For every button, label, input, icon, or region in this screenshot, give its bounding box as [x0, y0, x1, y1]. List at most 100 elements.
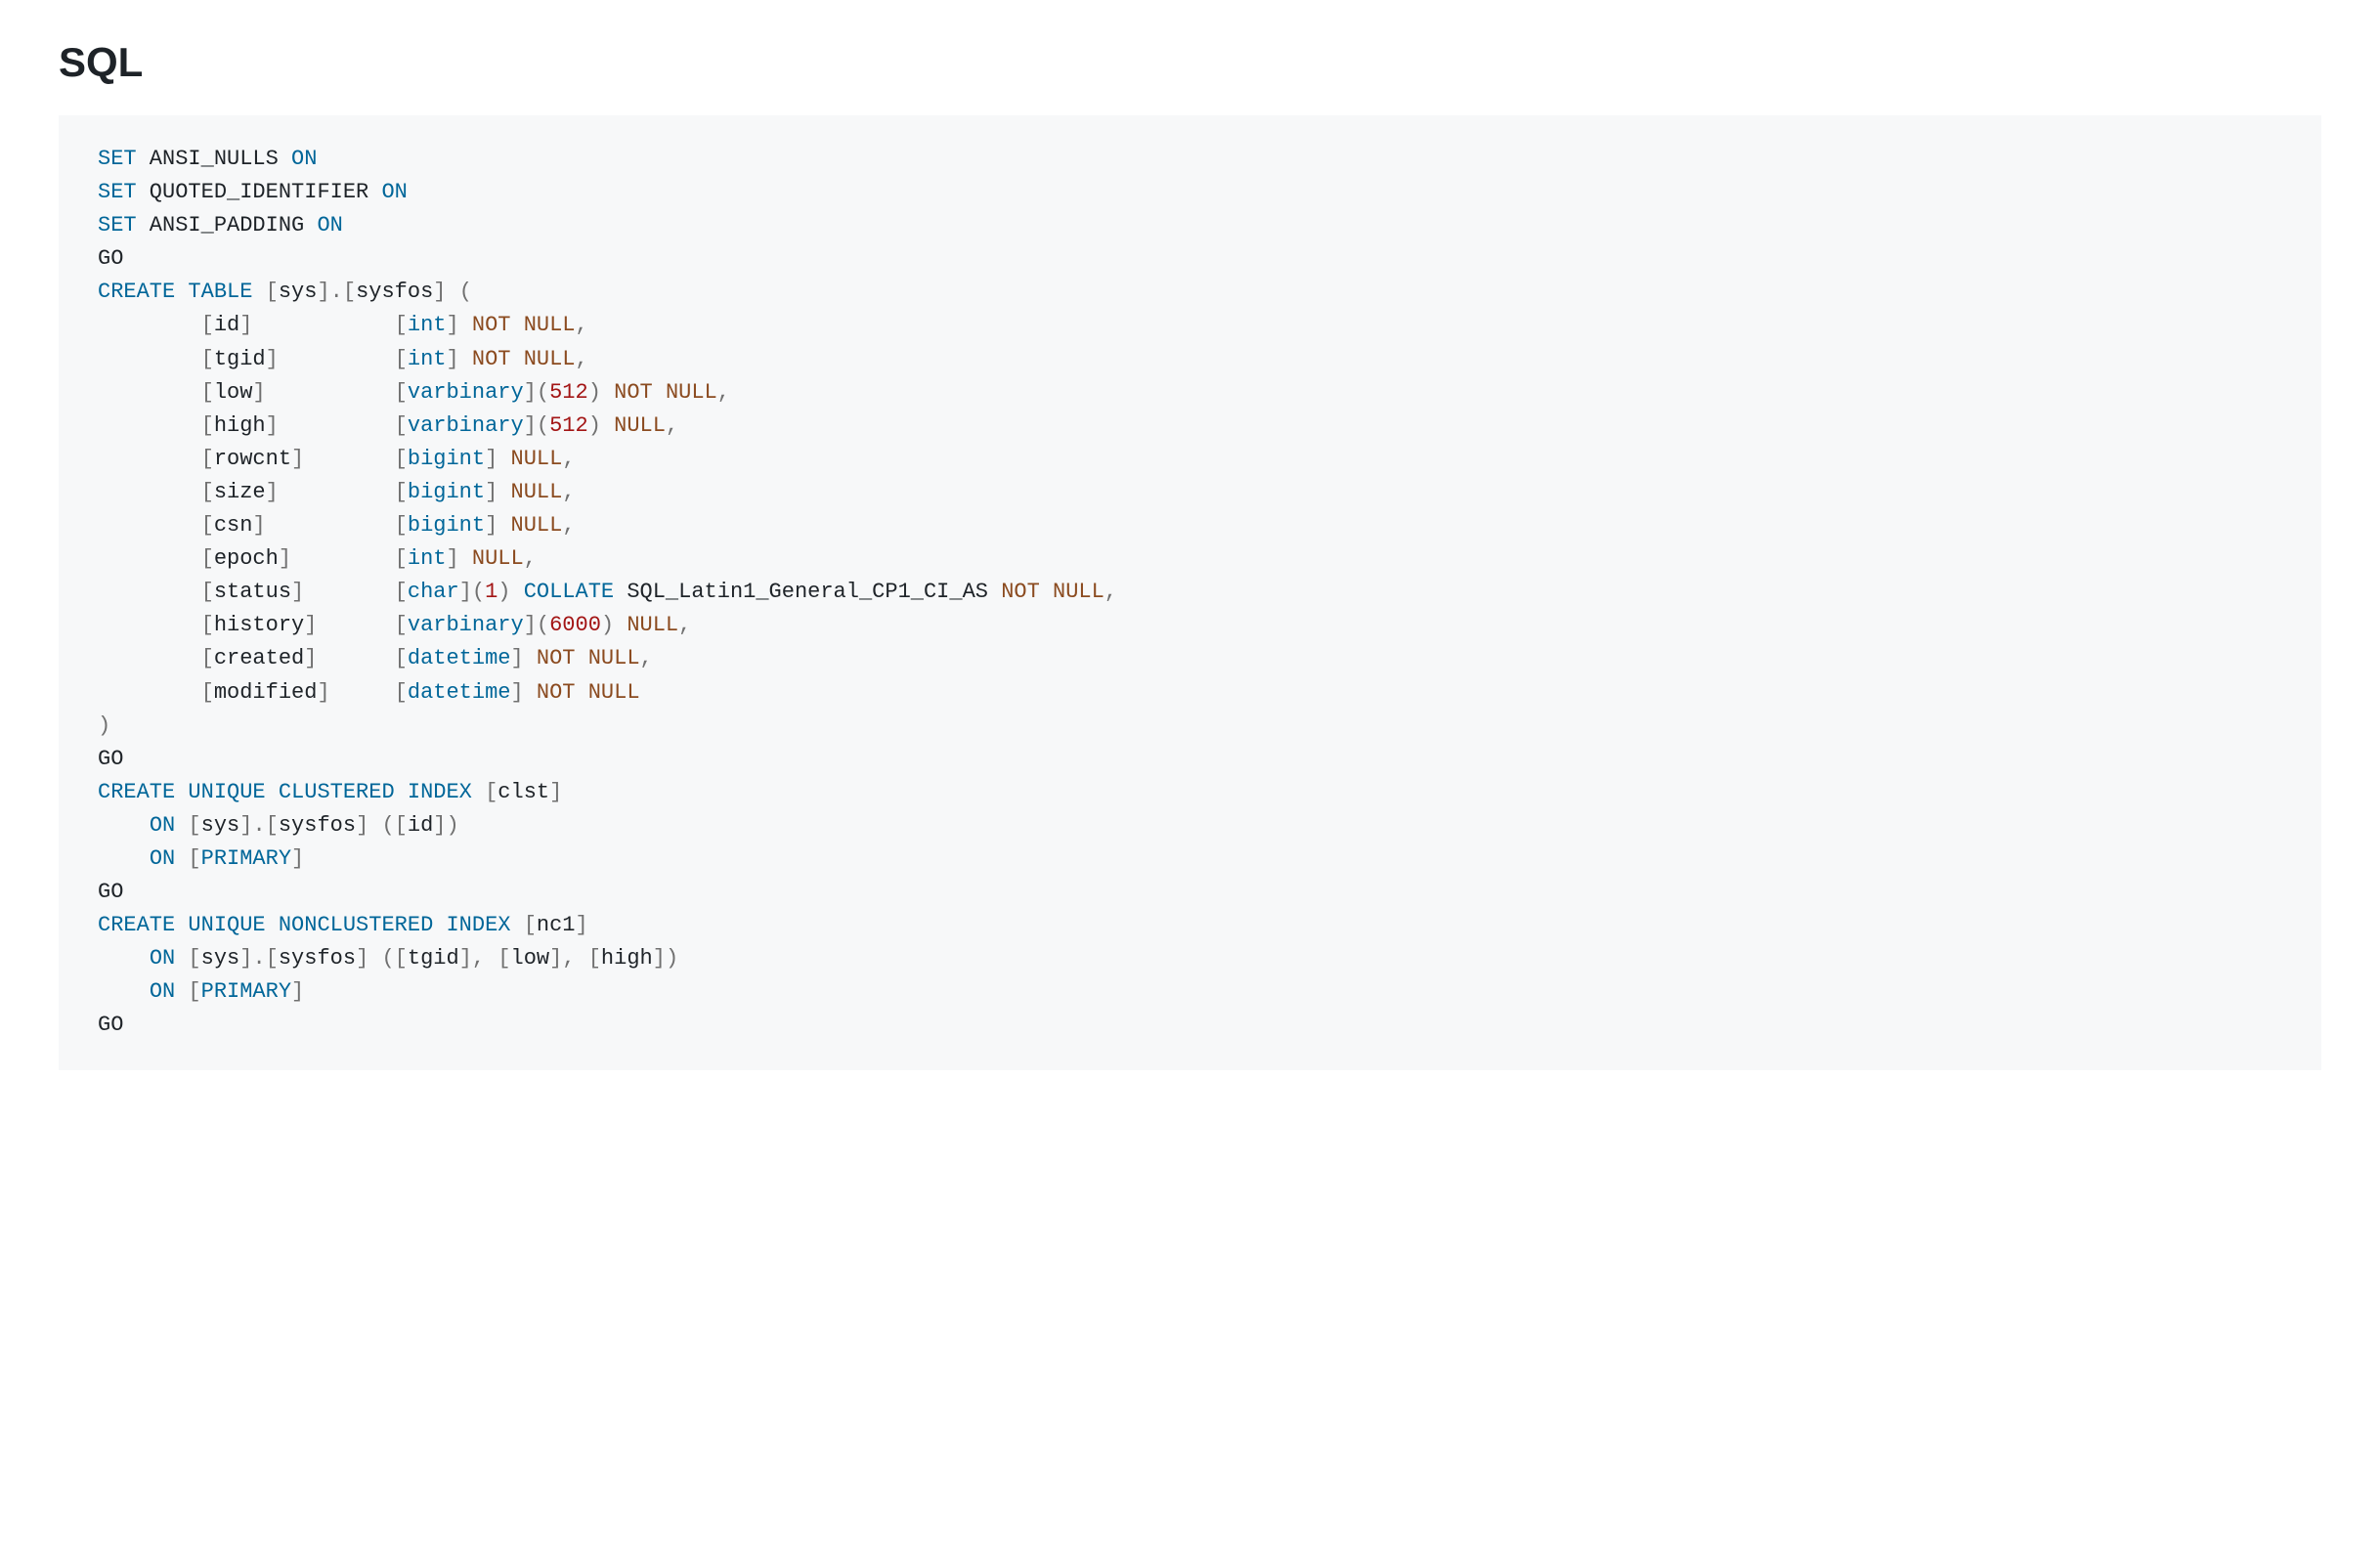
code-token: ] [511, 680, 524, 705]
code-token [317, 646, 394, 670]
code-token: , [562, 447, 575, 471]
code-token: 512 [549, 413, 588, 438]
code-token: modified [214, 680, 318, 705]
code-token: history [214, 613, 304, 637]
code-token: ] [279, 546, 291, 571]
code-token: NOT [472, 347, 511, 371]
code-token: sys [201, 946, 240, 971]
code-token: ] [524, 413, 537, 438]
code-token: NOT [472, 313, 511, 337]
code-token: SET [98, 213, 137, 238]
code-token: ( [537, 413, 549, 438]
code-token: ) [98, 713, 110, 738]
code-token [395, 780, 408, 804]
code-token: ] [291, 580, 304, 604]
code-token: , [576, 313, 588, 337]
sql-code-block[interactable]: SET ANSI_NULLS ON SET QUOTED_IDENTIFIER … [59, 115, 2321, 1070]
code-token: sysfos [279, 946, 356, 971]
code-token: ) [498, 580, 510, 604]
code-token: NOT [537, 646, 576, 670]
code-token: [ [395, 946, 408, 971]
code-token: ] [239, 813, 252, 838]
code-token [175, 846, 188, 871]
code-token: [ [266, 813, 279, 838]
code-token: INDEX [408, 780, 472, 804]
code-token [98, 447, 201, 471]
code-token: NULL [511, 447, 563, 471]
code-token: COLLATE [524, 580, 614, 604]
code-token: int [408, 546, 447, 571]
code-token: ] [576, 913, 588, 937]
code-token [576, 646, 588, 670]
code-token: ) [601, 613, 614, 637]
code-token: [ [201, 347, 214, 371]
code-token [614, 613, 627, 637]
code-token: ] [239, 313, 252, 337]
code-token: bigint [408, 480, 485, 504]
code-token: [ [201, 480, 214, 504]
code-token: [ [395, 413, 408, 438]
code-token: SQL_Latin1_General_CP1_CI_AS [614, 580, 1001, 604]
code-token: . [252, 946, 265, 971]
code-token: [ [395, 580, 408, 604]
code-token: UNIQUE [188, 780, 265, 804]
code-token: ON [150, 946, 175, 971]
code-token: clst [498, 780, 549, 804]
code-token: NULL [472, 546, 524, 571]
code-token [98, 546, 201, 571]
code-token [98, 979, 150, 1004]
code-token: [ [395, 513, 408, 538]
code-token: SET [98, 147, 137, 171]
code-token: [ [201, 680, 214, 705]
code-token: 6000 [549, 613, 601, 637]
code-token: GO [98, 880, 123, 904]
code-token: ] [317, 680, 329, 705]
code-token: ] [356, 946, 368, 971]
code-token: [ [201, 580, 214, 604]
code-token [524, 680, 537, 705]
code-token [98, 480, 201, 504]
code-token [368, 946, 381, 971]
code-token: epoch [214, 546, 279, 571]
code-token: ] [433, 813, 446, 838]
code-token: [ [485, 780, 498, 804]
code-token: ( [472, 580, 485, 604]
code-token: varbinary [408, 380, 524, 405]
code-token: created [214, 646, 304, 670]
code-token: [ [201, 380, 214, 405]
page-title: SQL [59, 39, 2321, 86]
code-token: NULL [614, 413, 666, 438]
code-token: [ [188, 846, 200, 871]
code-token [498, 513, 510, 538]
code-token: ] [266, 413, 279, 438]
code-token [485, 946, 498, 971]
code-token: ] [266, 480, 279, 504]
code-token: ( [459, 280, 472, 304]
code-token: , [562, 480, 575, 504]
code-token [98, 613, 201, 637]
code-token: ] [291, 979, 304, 1004]
code-token: [ [188, 946, 200, 971]
code-token: NOT [1001, 580, 1040, 604]
code-token [498, 447, 510, 471]
code-token [98, 646, 201, 670]
code-token [98, 680, 201, 705]
code-token: bigint [408, 513, 485, 538]
code-token: ] [291, 447, 304, 471]
code-token: ] [485, 447, 498, 471]
code-token: NONCLUSTERED [279, 913, 433, 937]
code-token: [ [395, 313, 408, 337]
code-token: [ [201, 646, 214, 670]
code-token: char [408, 580, 459, 604]
code-token: ] [252, 513, 265, 538]
code-token: NULL [1053, 580, 1104, 604]
code-token: NULL [588, 680, 640, 705]
code-token: ] [239, 946, 252, 971]
code-token: ON [291, 147, 317, 171]
code-token: ON [317, 213, 342, 238]
code-token: ] [485, 513, 498, 538]
code-token: ] [446, 546, 458, 571]
code-token: SET [98, 180, 137, 204]
code-token [98, 313, 201, 337]
code-token: , [1104, 580, 1117, 604]
